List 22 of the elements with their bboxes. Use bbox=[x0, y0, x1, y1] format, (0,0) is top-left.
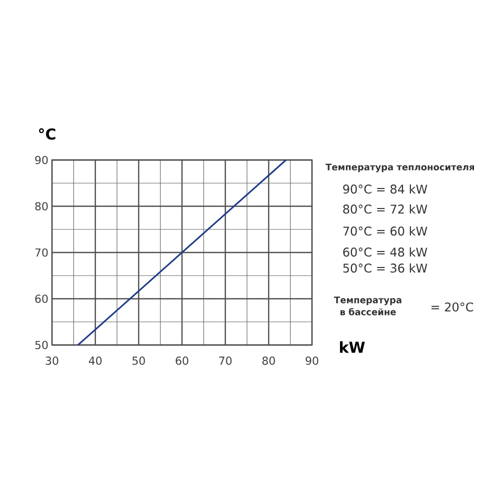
x-tick-label: 70 bbox=[219, 356, 232, 365]
text: 60°C = 48 kW bbox=[343, 247, 428, 257]
y-tick-label: 70 bbox=[35, 248, 48, 257]
y-tick-label: 50 bbox=[35, 340, 48, 350]
y-tick-label: 90 bbox=[35, 156, 48, 164]
y-tick-label: 80 bbox=[35, 202, 48, 210]
x-tick-label: 50 bbox=[132, 356, 145, 365]
text: 90°C = 84 kW bbox=[343, 184, 428, 194]
text: = 20°C bbox=[432, 302, 474, 312]
y-axis-title: °C bbox=[39, 128, 56, 140]
text: Температура в бассейне bbox=[334, 296, 402, 316]
x-tick-label: 40 bbox=[88, 356, 102, 365]
x-tick-label: 60 bbox=[176, 356, 188, 365]
text: 70°C = 60 kW bbox=[343, 226, 428, 236]
x-tick-label: 80 bbox=[262, 356, 275, 365]
y-tick-label: 60 bbox=[35, 294, 48, 303]
x-tick-label: 90 bbox=[306, 356, 318, 365]
x-axis-title: kW bbox=[340, 341, 365, 353]
text: Температура теплоносителя bbox=[326, 164, 474, 172]
text: 50°C = 36 kW bbox=[343, 263, 428, 273]
text: 80°C = 72 kW bbox=[343, 204, 428, 214]
x-tick-label: 30 bbox=[46, 356, 58, 365]
